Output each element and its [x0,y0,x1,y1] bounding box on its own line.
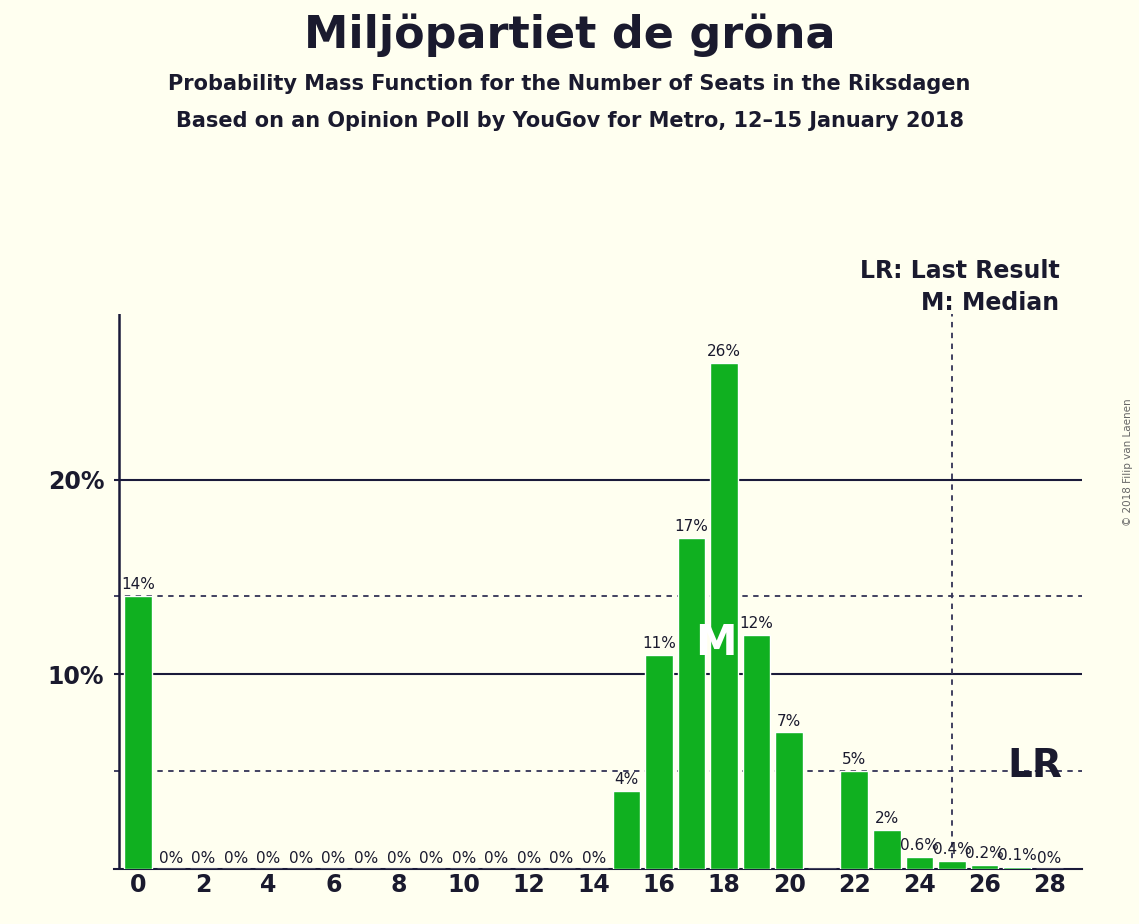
Bar [906,857,933,869]
Text: 0.2%: 0.2% [965,845,1003,861]
Bar [841,772,868,869]
Text: 0%: 0% [158,851,183,866]
Text: 4%: 4% [614,772,639,787]
Bar [872,830,901,869]
Text: M: Median: M: Median [921,291,1059,315]
Bar [1003,867,1031,869]
Text: 2%: 2% [875,810,899,826]
Bar [678,538,705,869]
Text: 0.6%: 0.6% [900,838,939,853]
Text: 0%: 0% [451,851,476,866]
Text: 26%: 26% [707,344,741,359]
Bar [970,865,998,869]
Text: 11%: 11% [642,636,675,650]
Bar [711,363,738,869]
Text: © 2018 Filip van Laenen: © 2018 Filip van Laenen [1123,398,1133,526]
Text: 0%: 0% [289,851,313,866]
Text: 0%: 0% [549,851,574,866]
Text: 5%: 5% [842,752,867,768]
Bar [613,791,640,869]
Text: 0.4%: 0.4% [933,842,972,857]
Text: 0%: 0% [386,851,411,866]
Text: 7%: 7% [777,713,802,728]
Text: 0%: 0% [191,851,215,866]
Text: 0%: 0% [484,851,508,866]
Text: 14%: 14% [122,578,155,592]
Text: LR: LR [1008,747,1063,784]
Text: 0%: 0% [517,851,541,866]
Text: 0.1%: 0.1% [998,847,1036,863]
Text: 12%: 12% [739,616,773,631]
Bar [743,635,770,869]
Bar [645,654,673,869]
Bar [939,861,966,869]
Text: 0%: 0% [1038,851,1062,866]
Text: M: M [695,622,737,664]
Text: 0%: 0% [419,851,443,866]
Text: 0%: 0% [256,851,280,866]
Text: LR: Last Result: LR: Last Result [860,259,1059,283]
Bar [776,733,803,869]
Text: Probability Mass Function for the Number of Seats in the Riksdagen: Probability Mass Function for the Number… [169,74,970,94]
Text: 0%: 0% [223,851,248,866]
Text: 0%: 0% [354,851,378,866]
Bar [124,596,153,869]
Text: Based on an Opinion Poll by YouGov for Metro, 12–15 January 2018: Based on an Opinion Poll by YouGov for M… [175,111,964,131]
Text: 17%: 17% [674,519,708,534]
Text: Miljöpartiet de gröna: Miljöpartiet de gröna [304,14,835,57]
Text: 0%: 0% [321,851,346,866]
Text: 0%: 0% [582,851,606,866]
